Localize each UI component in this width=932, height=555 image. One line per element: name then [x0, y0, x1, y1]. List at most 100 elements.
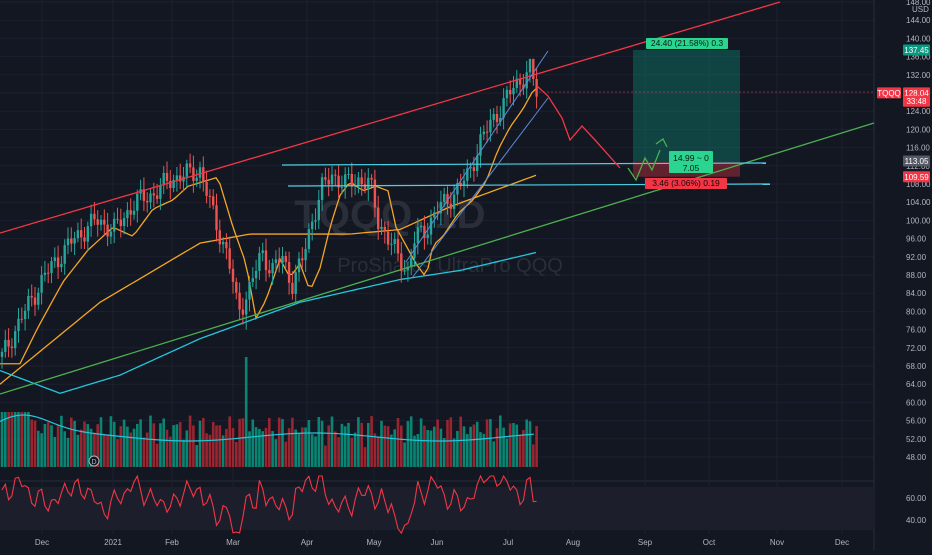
candle-body [502, 98, 505, 118]
volume-bar [502, 427, 505, 467]
price-tick-label: 148.00 [906, 0, 931, 7]
mid-label-1: 14.99 ~ 0 [673, 153, 709, 163]
candle-body [518, 78, 522, 85]
time-tick-label: Jul [503, 538, 513, 547]
candle-body [159, 185, 162, 199]
volume-bar [43, 424, 47, 467]
volume-bar [409, 416, 413, 467]
candle-body [419, 225, 423, 228]
candle-body [462, 180, 466, 186]
volume-bar [287, 428, 291, 467]
volume-bar [479, 432, 482, 467]
volume-bar [159, 423, 162, 467]
candle-body [83, 237, 86, 242]
volume-bar [522, 429, 525, 467]
candle-body [373, 179, 377, 208]
candle-body [311, 221, 314, 230]
volume-bar [528, 421, 532, 467]
volume-bar [215, 425, 218, 467]
watermark-name: ProShares UltraPro QQQ [337, 255, 563, 277]
volume-bar [400, 425, 403, 467]
candle-body [17, 318, 20, 332]
volume-bar [198, 420, 202, 467]
candle-body [367, 177, 370, 190]
price-marker-label: 113.05 [905, 157, 929, 166]
candle-body [235, 281, 238, 293]
candle-body [476, 155, 479, 171]
rising-channel-bottom [411, 97, 549, 279]
price-tick-label: 64.00 [906, 380, 927, 389]
volume-bar [109, 416, 113, 467]
target-label: 24.40 (21.58%) 0.3 [651, 38, 724, 48]
volume-bar [492, 441, 495, 467]
volume-bar [225, 428, 228, 467]
price-tick-label: 92.00 [906, 253, 927, 262]
price-marker-bg [903, 95, 930, 107]
candle-body [132, 210, 136, 215]
volume-bar [149, 415, 152, 467]
price-tick-label: 100.00 [906, 216, 931, 225]
volume-bar [106, 435, 109, 467]
candle-body [4, 339, 7, 352]
candle-body [103, 219, 106, 225]
volume-bar [17, 412, 20, 467]
candle-body [63, 245, 66, 264]
volume-bar [307, 420, 311, 467]
candle-body [76, 230, 80, 239]
price-marker-bg [903, 87, 930, 99]
time-tick-label: Mar [226, 538, 240, 547]
volume-bar [264, 427, 268, 467]
volume-bar [136, 423, 139, 467]
volume-bar [60, 415, 63, 467]
candle-body [495, 113, 499, 122]
ema-mid-line [0, 174, 537, 385]
volume-bar [340, 423, 344, 467]
candle-body [73, 238, 76, 244]
volume-bar [139, 419, 142, 467]
candle-body [23, 310, 27, 320]
candle-body [27, 295, 30, 311]
candle-body [307, 229, 311, 249]
price-marker-label: 137.45 [904, 46, 929, 55]
price-marker-label: TQQQ [877, 89, 901, 98]
candle-body [304, 248, 307, 261]
candle-body [386, 231, 390, 245]
time-tick-label: 2021 [104, 538, 122, 547]
candle-body [390, 243, 393, 245]
candle-body [327, 179, 330, 185]
price-tick-label: 108.00 [906, 180, 931, 189]
currency-label: USD [912, 5, 929, 14]
volume-bar [508, 423, 512, 467]
candle-body [446, 193, 449, 204]
candle-body [535, 79, 538, 97]
volume-bar [452, 438, 456, 467]
volume-bar [406, 421, 410, 467]
candle-body [248, 282, 251, 300]
candle-body [291, 282, 294, 294]
volume-bar [277, 417, 281, 467]
candle-body [383, 226, 386, 232]
price-tick-label: 136.00 [906, 53, 931, 62]
volume-bar [86, 424, 90, 467]
candle-body [456, 183, 459, 195]
volume-bar [370, 416, 373, 467]
time-tick-label: Jun [431, 538, 444, 547]
volume-bar [228, 416, 231, 467]
volume-bar [63, 431, 66, 467]
volume-bar [373, 433, 377, 467]
candle-body [221, 241, 225, 245]
volume-bar [310, 434, 314, 467]
candle-body [43, 272, 47, 275]
candle-body [185, 163, 188, 177]
price-tick-label: 72.00 [906, 344, 927, 353]
candle-body [400, 253, 403, 272]
candle-body [479, 134, 482, 156]
volume-bar [403, 442, 406, 467]
candle-body [142, 189, 146, 201]
volume-bar [350, 437, 354, 467]
candle-body [403, 270, 406, 272]
candle-body [522, 84, 525, 89]
candle-body [228, 248, 231, 269]
